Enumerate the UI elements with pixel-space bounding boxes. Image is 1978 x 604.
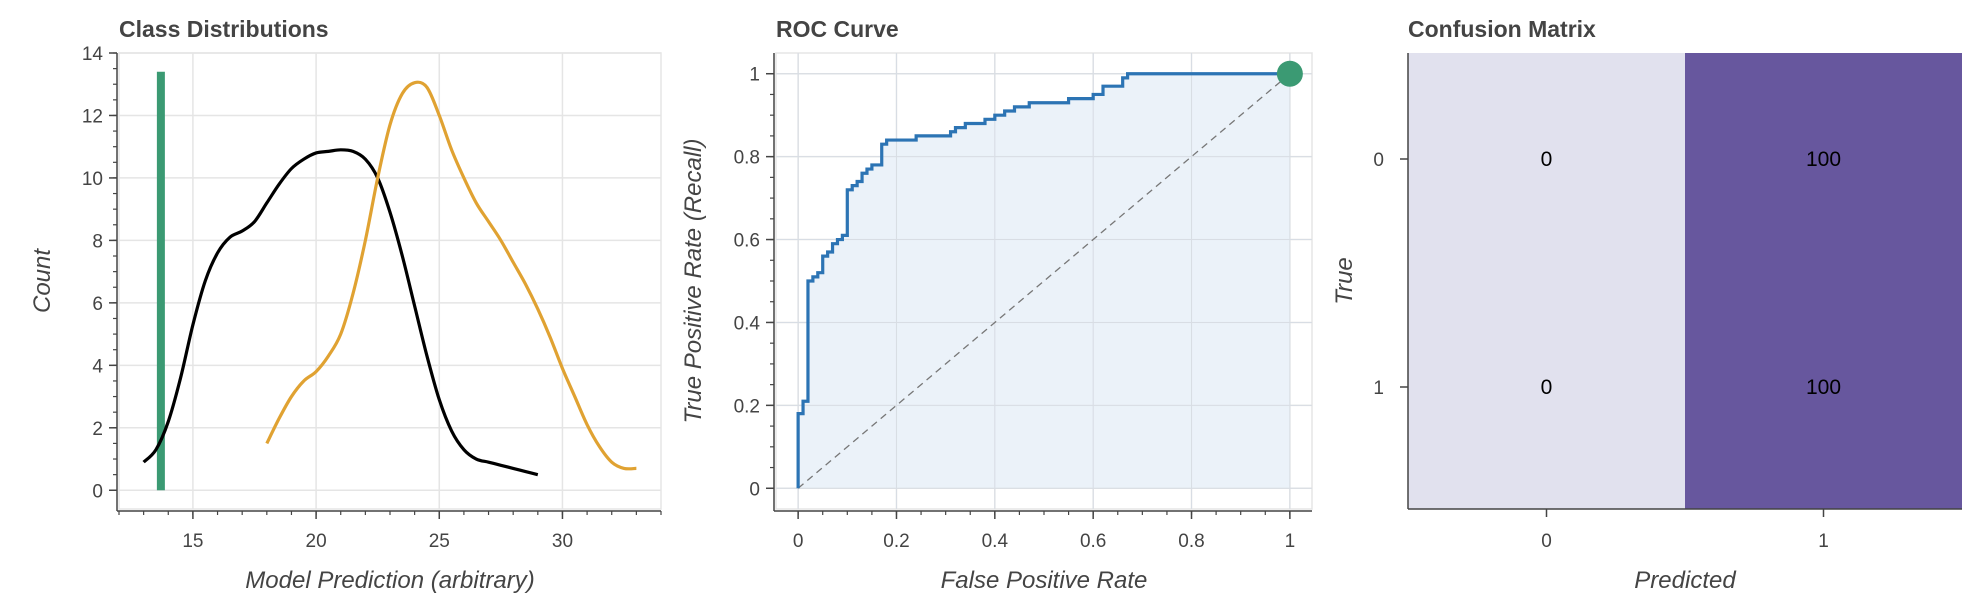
roc-curve-y-tick-label: 0.6 xyxy=(734,231,760,252)
class-distributions-y-tick-label: 10 xyxy=(82,169,103,190)
class-distributions-x-axis-label: Model Prediction (arbitrary) xyxy=(245,567,534,594)
confusion-matrix-x-tick-label: 0 xyxy=(1541,531,1552,552)
confusion-matrix-cell xyxy=(1685,281,1962,509)
class-distributions-y-tick-label: 12 xyxy=(82,106,103,127)
roc-curve-x-tick-label: 0.8 xyxy=(1178,531,1204,552)
confusion-matrix-cell-value: 0 xyxy=(1541,376,1553,399)
class-distributions-y-tick-label: 4 xyxy=(92,356,103,377)
roc-curve-plot-frame xyxy=(775,52,1313,510)
confusion-matrix-title: Confusion Matrix xyxy=(1408,16,1596,42)
roc-curve-y-tick-label: 1 xyxy=(749,65,760,86)
confusion-matrix-axes: 0 1 0 1 xyxy=(1373,53,1962,552)
class-distributions-y-tick-label: 0 xyxy=(92,481,103,502)
confusion-matrix-x-tick-label: 1 xyxy=(1818,531,1829,552)
confusion-matrix-cell-value: 0 xyxy=(1541,148,1553,171)
roc-curve-x-tick-label: 0.4 xyxy=(982,531,1009,552)
roc-curve-y-tick-label: 0.2 xyxy=(734,396,760,417)
roc-curve-axes: 0 0.2 0.4 0.6 0.8 1 0 0.2 0.4 0.6 0.8 1 xyxy=(734,53,1312,552)
roc-curve-operating-point-marker xyxy=(1276,60,1303,87)
roc-curve-x-tick-label: 1 xyxy=(1285,531,1296,552)
confusion-matrix-cell xyxy=(1685,53,1962,281)
roc-curve-x-tick-label: 0.2 xyxy=(883,531,909,552)
class-distributions-x-tick-label: 30 xyxy=(552,531,573,552)
confusion-matrix-cell xyxy=(1408,53,1685,281)
roc-curve-y-axis-label: True Positive Rate (Recall) xyxy=(680,139,707,424)
class-distributions-marks xyxy=(142,71,637,491)
roc-curve-title: ROC Curve xyxy=(776,16,899,42)
class-distributions-series-0-line xyxy=(142,148,539,477)
class-distributions-plot-frame xyxy=(118,52,662,510)
class-distributions-y-tick-label: 14 xyxy=(82,44,104,65)
confusion-matrix-cells: 0 100 0 100 xyxy=(1408,53,1962,509)
roc-curve-marks xyxy=(776,53,1312,509)
class-distributions-x-tick-label: 20 xyxy=(306,531,327,552)
confusion-matrix-cell xyxy=(1408,281,1685,509)
roc-curve-y-tick-label: 0.8 xyxy=(734,148,760,169)
class-distributions-title: Class Distributions xyxy=(119,16,329,42)
confusion-matrix-x-axis-label: Predicted xyxy=(1634,567,1736,594)
roc-curve-x-axis-label: False Positive Rate xyxy=(941,567,1148,594)
roc-curve-x-tick-label: 0 xyxy=(793,531,804,552)
roc-curve-y-tick-label: 0.4 xyxy=(734,313,761,334)
class-distributions-y-tick-label: 2 xyxy=(92,419,103,440)
confusion-matrix-panel: Confusion Matrix 0 100 0 100 0 1 0 1 Predicted… xyxy=(1331,16,1962,594)
class-distributions-series-1-line xyxy=(265,80,637,471)
confusion-matrix-cell-value: 100 xyxy=(1806,148,1841,171)
confusion-matrix-y-tick-label: 1 xyxy=(1373,378,1384,399)
roc-curve-line xyxy=(796,72,1290,489)
confusion-matrix-y-axis-label: True xyxy=(1331,257,1358,305)
class-distributions-x-tick-label: 15 xyxy=(182,531,203,552)
class-distributions-y-tick-label: 6 xyxy=(92,294,103,315)
class-distributions-x-tick-label: 25 xyxy=(429,531,450,552)
confusion-matrix-y-tick-label: 0 xyxy=(1373,150,1384,171)
class-distributions-panel: Class Distributions 15 20 25 3002468101214 … xyxy=(29,16,662,594)
confusion-matrix-cell-value: 100 xyxy=(1806,376,1841,399)
class-distributions-y-axis-label: Count xyxy=(29,248,56,313)
roc-curve-y-tick-label: 0 xyxy=(749,479,760,500)
roc-curve-x-tick-label: 0.6 xyxy=(1080,531,1106,552)
class-distributions-axes: 15 20 25 30 0 2 4 6 8 10 12 14 xyxy=(82,44,662,552)
class-distributions-y-tick-label: 8 xyxy=(92,231,103,252)
roc-curve-panel: ROC Curve 0 0.2 0.4 0.6 0.8 1 0 0.2 0.4 0.6 0.8 1 F… xyxy=(680,16,1313,594)
